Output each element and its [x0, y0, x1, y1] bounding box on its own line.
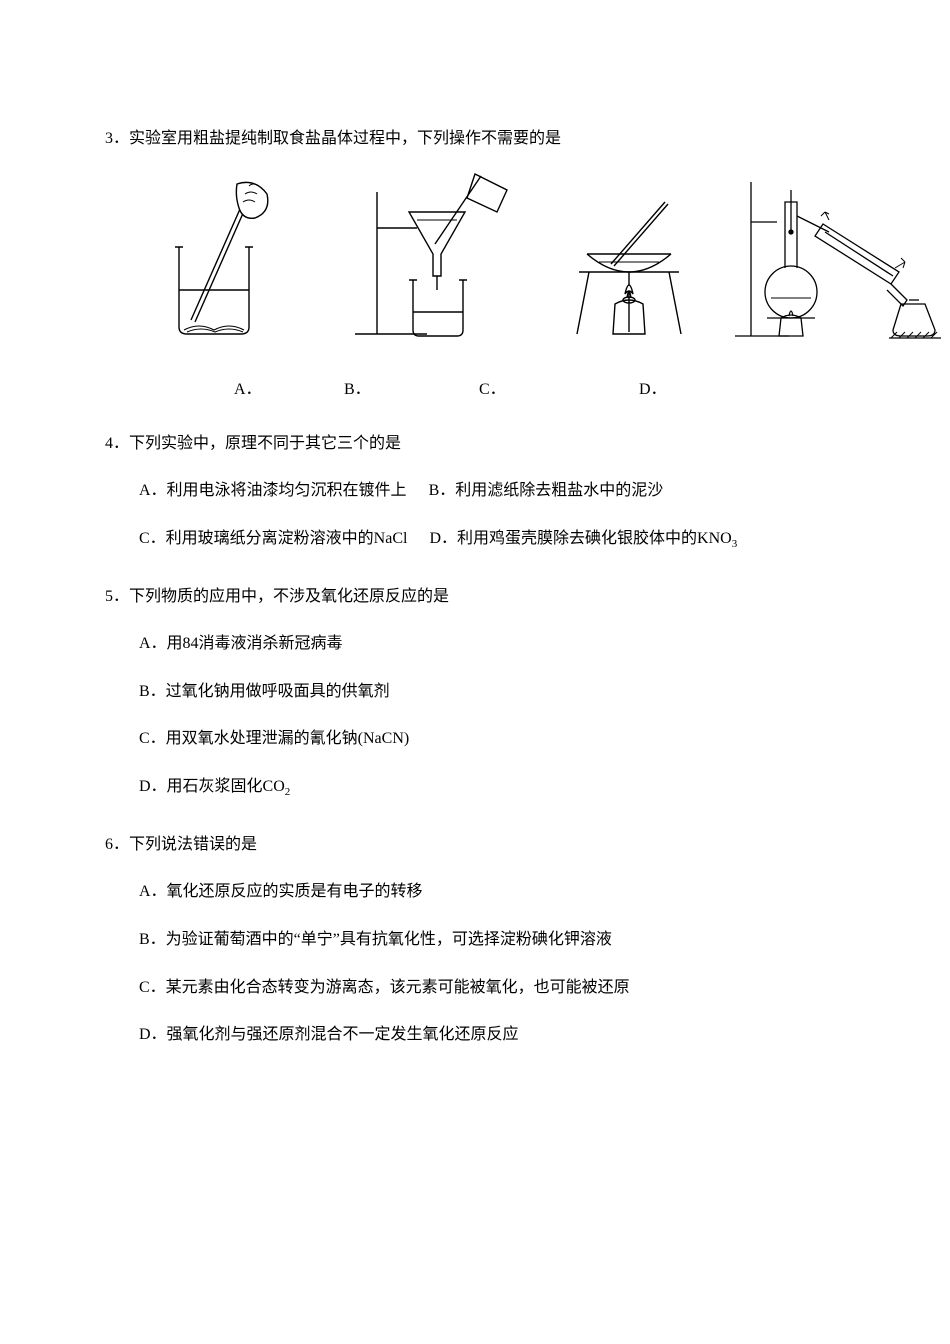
q6-stem: 6．下列说法错误的是	[105, 832, 845, 858]
q3-diagram-a	[139, 172, 289, 342]
q5-opt-a: A．用84消毒液消杀新冠病毒	[139, 631, 845, 657]
question-6: 6．下列说法错误的是 A．氧化还原反应的实质是有电子的转移 B．为验证葡萄酒中的…	[105, 832, 845, 1048]
q6-opt-d: D．强氧化剂与强还原剂混合不一定发生氧化还原反应	[139, 1022, 845, 1048]
q4-opt-a: A．利用电泳将油漆均匀沉积在镀件上	[139, 478, 407, 504]
q4-opt-c: C．利用玻璃纸分离淀粉溶液中的NaCl	[139, 526, 407, 552]
q6-opt-c: C．某元素由化合态转变为游离态，该元素可能被氧化，也可能被还原	[139, 975, 845, 1001]
q3-diagram-d	[729, 172, 949, 342]
q3-stem: 3．实验室用粗盐提纯制取食盐晶体过程中，下列操作不需要的是	[105, 126, 845, 152]
q6-opt-a: A．氧化还原反应的实质是有电子的转移	[139, 879, 845, 905]
q6-opt-b: B．为验证葡萄酒中的“单宁”具有抗氧化性，可选择淀粉碘化钾溶液	[139, 927, 845, 953]
q5-opt-c: C．用双氧水处理泄漏的氰化钠(NaCN)	[139, 726, 845, 752]
q3-label-d: D．	[639, 377, 667, 403]
q5-opt-b: B．过氧化钠用做呼吸面具的供氧剂	[139, 679, 845, 705]
q4-opt-d-sub: 3	[732, 536, 738, 554]
q4-line-cd: C．利用玻璃纸分离淀粉溶液中的NaCl D．利用鸡蛋壳膜除去碘化银胶体中的KNO…	[139, 526, 845, 554]
q3-diagrams	[139, 172, 845, 347]
q3-label-a: A．	[234, 377, 262, 403]
q4-opt-d: D．利用鸡蛋壳膜除去碘化银胶体中的KNO3	[429, 526, 737, 554]
q5-opt-d: D．用石灰浆固化CO2	[139, 774, 845, 802]
q3-diagram-b	[347, 172, 517, 342]
q3-label-c: C．	[479, 377, 506, 403]
q5-opt-d-pre: D．用石灰浆固化CO	[139, 778, 285, 795]
q3-label-b: B．	[344, 377, 371, 403]
q4-opt-b: B．利用滤纸除去粗盐水中的泥沙	[429, 478, 664, 504]
question-4: 4．下列实验中，原理不同于其它三个的是 A．利用电泳将油漆均匀沉积在镀件上 B．…	[105, 431, 845, 554]
q4-stem: 4．下列实验中，原理不同于其它三个的是	[105, 431, 845, 457]
question-3: 3．实验室用粗盐提纯制取食盐晶体过程中，下列操作不需要的是	[105, 126, 845, 401]
q3-diagram-c	[539, 172, 709, 342]
q4-line-ab: A．利用电泳将油漆均匀沉积在镀件上 B．利用滤纸除去粗盐水中的泥沙	[139, 478, 845, 504]
q5-stem: 5．下列物质的应用中，不涉及氧化还原反应的是	[105, 584, 845, 610]
q4-opt-d-pre: D．利用鸡蛋壳膜除去碘化银胶体中的KNO	[429, 526, 731, 552]
q5-opt-d-sub: 2	[285, 786, 291, 798]
question-5: 5．下列物质的应用中，不涉及氧化还原反应的是 A．用84消毒液消杀新冠病毒 B．…	[105, 584, 845, 802]
q3-labels: A． B． C． D．	[139, 377, 845, 401]
